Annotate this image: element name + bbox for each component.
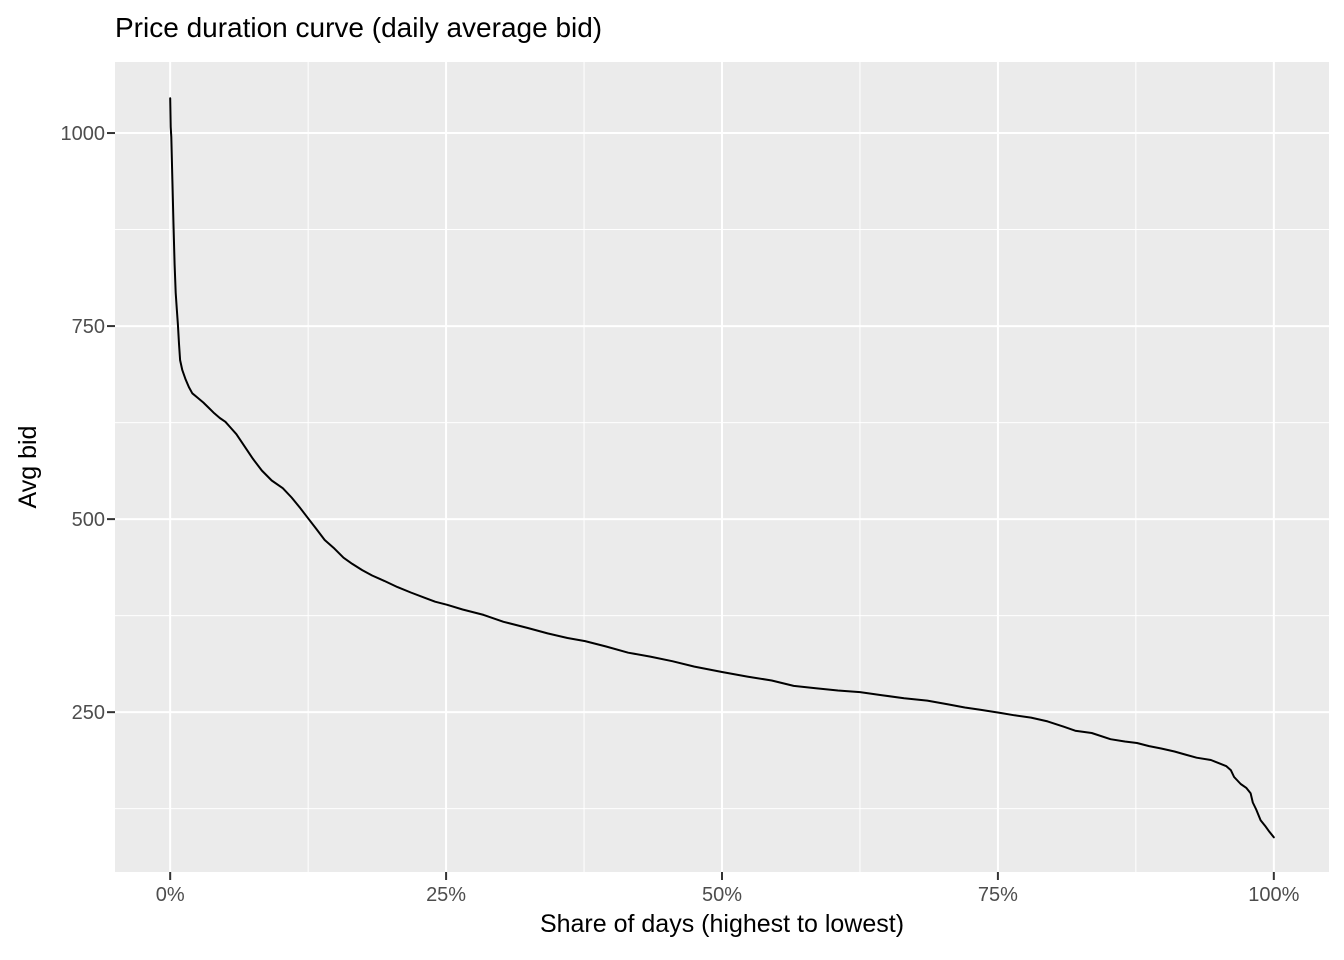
x-tick-label: 100%	[1248, 884, 1299, 906]
y-tick-label: 750	[72, 316, 105, 338]
x-axis-title: Share of days (highest to lowest)	[539, 910, 905, 938]
x-tick-label: 50%	[702, 884, 742, 906]
y-axis-title: Avg bid	[14, 425, 42, 509]
y-tick-label: 500	[72, 509, 105, 531]
y-tick-label: 250	[72, 702, 105, 724]
x-tick-label: 25%	[426, 884, 466, 906]
y-tick-label: 1000	[61, 123, 106, 145]
x-tick-label: 75%	[978, 884, 1018, 906]
chart-title: Price duration curve (daily average bid)	[115, 12, 603, 43]
duration-curve-line	[169, 97, 1275, 839]
x-tick-label: 0%	[156, 884, 185, 906]
